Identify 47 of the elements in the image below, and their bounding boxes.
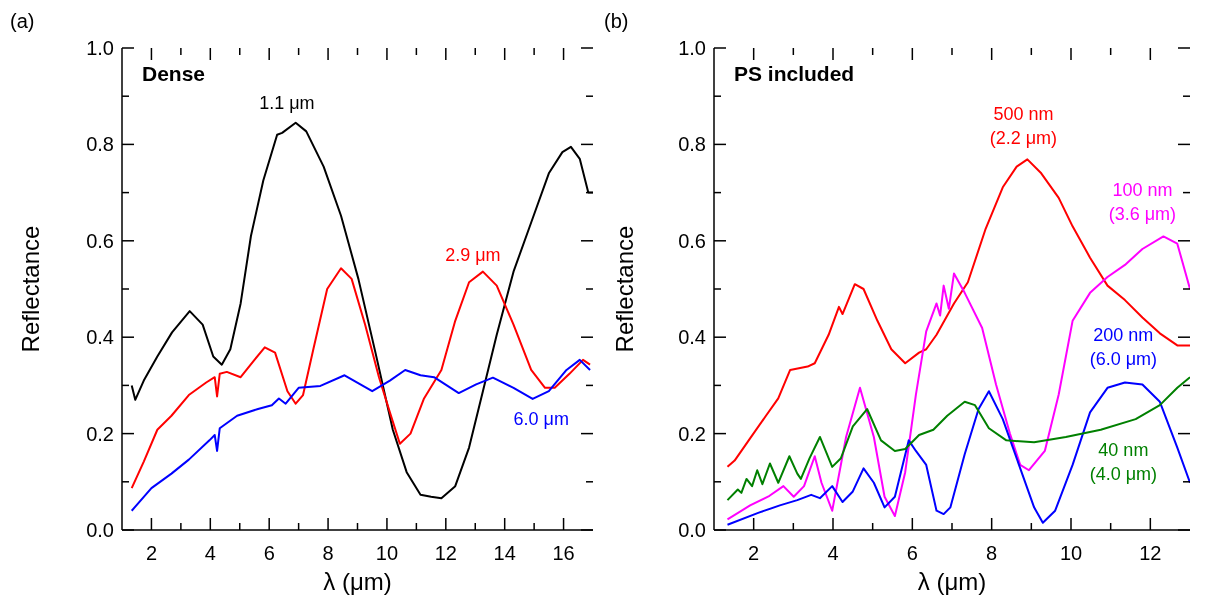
series-label: 1.1 μm bbox=[259, 93, 315, 114]
x-tick-label: 12 bbox=[434, 542, 457, 564]
line-series bbox=[726, 381, 1190, 526]
series-label: 40 nm (4.0 μm) bbox=[1089, 440, 1158, 485]
series-label: 2.9 μm bbox=[445, 245, 501, 266]
x-tick-label: 2 bbox=[748, 542, 760, 564]
text: (a) bbox=[10, 10, 35, 33]
y-axis-title: Reflectance bbox=[610, 225, 638, 353]
y-tick-label: 0.0 bbox=[86, 519, 114, 541]
y-tick-label: 0.0 bbox=[678, 519, 706, 541]
x-tick-label: 6 bbox=[263, 542, 275, 564]
y-tick-label: 0.2 bbox=[678, 422, 706, 445]
x-tick-label: 4 bbox=[204, 542, 216, 564]
y-axis-title: Reflectance bbox=[16, 225, 44, 353]
y-tick-label: 0.4 bbox=[86, 326, 114, 349]
x-tick-label: 8 bbox=[322, 542, 334, 564]
y-tick-label: 0.8 bbox=[86, 133, 114, 156]
line-series bbox=[130, 358, 592, 512]
y-tick-label: 0.2 bbox=[86, 422, 114, 445]
series-label: 200 nm (6.0 μm) bbox=[1089, 324, 1158, 369]
y-tick-label: 0.6 bbox=[86, 229, 114, 252]
x-tick-label: 14 bbox=[493, 542, 516, 564]
series-label: 6.0 μm bbox=[513, 409, 569, 430]
x-tick-label: 6 bbox=[906, 542, 918, 564]
x-tick-label: 10 bbox=[375, 542, 399, 564]
y-tick-label: 1.0 bbox=[86, 37, 114, 59]
y-tick-label: 0.8 bbox=[678, 133, 706, 156]
x-tick-label: 12 bbox=[1139, 542, 1162, 564]
line-series bbox=[726, 158, 1190, 468]
series-label: 100 nm (3.6 μm) bbox=[1108, 179, 1177, 224]
text: (b) bbox=[604, 10, 629, 33]
y-tick-label: 1.0 bbox=[678, 37, 706, 59]
x-tick-label: 8 bbox=[986, 542, 998, 564]
x-tick-label: 10 bbox=[1059, 542, 1083, 564]
text: PS included bbox=[734, 62, 855, 86]
line-series bbox=[726, 235, 1190, 521]
series-label: 500 nm (2.2 μm) bbox=[989, 103, 1058, 148]
x-axis-title: λ (μm) bbox=[917, 568, 987, 595]
y-tick-label: 0.4 bbox=[678, 326, 706, 349]
x-tick-label: 4 bbox=[827, 542, 839, 564]
x-tick-label: 16 bbox=[552, 542, 575, 564]
line-series bbox=[130, 267, 592, 490]
x-tick-label: 2 bbox=[145, 542, 157, 564]
x-axis-title: λ (μm) bbox=[323, 568, 392, 595]
line-series bbox=[726, 376, 1190, 502]
text: Dense bbox=[142, 62, 206, 86]
y-tick-label: 0.6 bbox=[678, 229, 706, 252]
